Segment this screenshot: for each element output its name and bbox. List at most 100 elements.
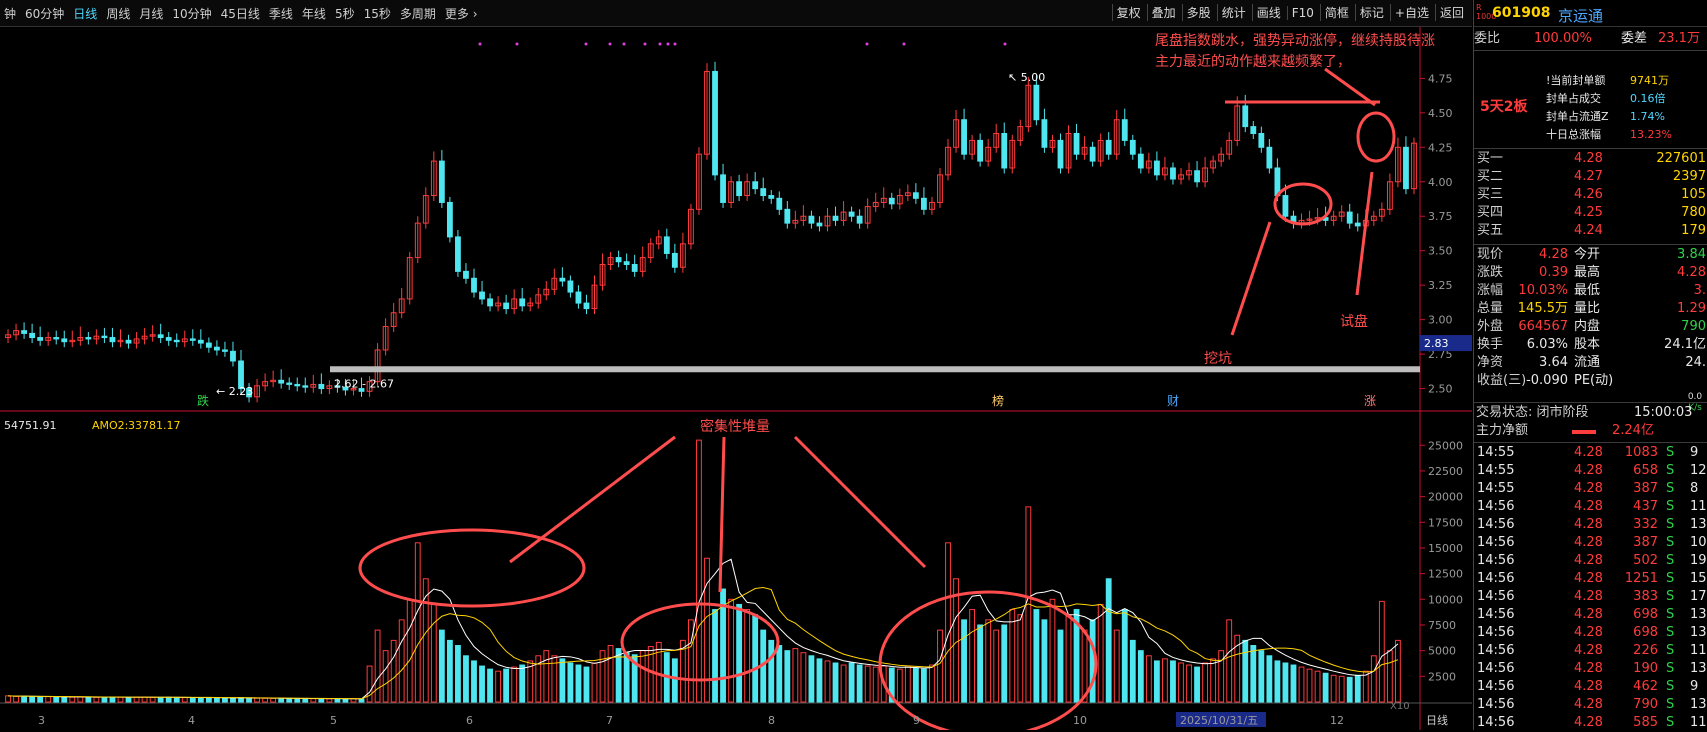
volume-bar [294, 698, 301, 703]
candle-body [1306, 218, 1313, 221]
toolbar-button[interactable]: 叠加 [1146, 4, 1180, 21]
tick-volume: 502 [1633, 553, 1658, 568]
period-tab[interactable]: 10分钟 [172, 7, 212, 21]
tick-side: S [1666, 679, 1675, 694]
candle-body [679, 243, 686, 268]
quote-value: 0.39 [1539, 265, 1568, 280]
period-tab[interactable]: 5秒 [334, 7, 355, 21]
volume-ma5 [8, 558, 1399, 700]
candle-body [1162, 167, 1168, 176]
candle-body [85, 337, 92, 340]
tick-volume: 387 [1633, 481, 1658, 496]
candle-body [1354, 222, 1361, 227]
stock-name[interactable]: 京运通 [1558, 7, 1604, 25]
toolbar-button[interactable]: 返回 [1434, 4, 1468, 21]
quote-row: 涨跌 0.39 最高 4.28 [1474, 264, 1707, 282]
period-tab[interactable]: 60分钟 [25, 7, 65, 21]
tick-side: S [1666, 589, 1675, 604]
volume-bar [543, 650, 550, 703]
candle-body [599, 263, 606, 286]
candle-body [133, 338, 140, 344]
toolbar-button[interactable]: 复权 [1111, 4, 1145, 21]
volume-bar [350, 698, 357, 703]
volume-mode-label: 日线 [1426, 713, 1448, 727]
volume-bar [961, 619, 967, 703]
candle-body [37, 337, 44, 341]
period-tab[interactable]: 季线 [268, 7, 293, 21]
volume-bar [213, 697, 220, 703]
candle-body [205, 342, 212, 348]
candle-body [896, 195, 903, 205]
period-tab[interactable]: 周线 [106, 7, 131, 21]
period-tab[interactable]: 多周期 [399, 7, 436, 21]
candle-body [1041, 119, 1048, 148]
period-tab[interactable]: 15秒 [363, 7, 391, 21]
tick-time: 14:56 [1477, 679, 1515, 694]
candle-body [479, 291, 485, 300]
toolbar-button[interactable]: F10 [1286, 6, 1318, 20]
volume-bar [141, 696, 148, 703]
tick-count: 9 [1690, 679, 1699, 694]
chart-toolbar: 钟 60分钟 日线 周线 月线 10分钟 45日线 季线 年线 5秒 15秒 多周期 更多 › 复权 叠加… [0, 0, 1472, 27]
bid-price[interactable]: 4.27 [1574, 169, 1603, 184]
quote-label: 流通 [1574, 355, 1601, 370]
tick-time: 14:56 [1477, 553, 1515, 568]
candle-body [173, 339, 180, 343]
volume-bar [1266, 655, 1273, 703]
period-tab[interactable]: 钟 [4, 7, 17, 21]
candle-body [776, 197, 783, 210]
toolbar-button[interactable]: 标记 [1354, 4, 1388, 21]
quote-label: 收益(三) [1477, 373, 1527, 388]
toolbar-button[interactable]: +自选 [1389, 4, 1433, 21]
volume-bar [1242, 639, 1249, 703]
period-tab[interactable]: 日线 [73, 7, 98, 21]
annotation-circle [878, 590, 1098, 730]
volume-bar [977, 624, 984, 703]
candle-body [977, 139, 984, 162]
bid-row: 买四 4.25 780 [1474, 204, 1707, 222]
period-tab[interactable]: 月线 [139, 7, 164, 21]
candle-body [278, 379, 285, 384]
tick-row: 14:55 4.28 387 S 8 [1474, 480, 1707, 498]
volume-bar [920, 668, 927, 703]
candle-body [824, 215, 831, 227]
candle-body [1258, 133, 1265, 148]
volume-bar [1001, 624, 1008, 703]
current-price-label: 2.83 [1424, 337, 1449, 350]
toolbar-button[interactable]: 多股 [1181, 4, 1215, 21]
volume-bar [832, 662, 839, 703]
toolbar-button[interactable]: 简框 [1319, 4, 1353, 21]
kline-chart[interactable]: 4.75 4.50 4.25 4.00 3.75 3.50 3.25 3.00 2.75 2.50… [0, 27, 1472, 730]
candle-body [438, 160, 445, 203]
low-label: ← 2.23 [216, 385, 253, 398]
tick-time: 14:56 [1477, 499, 1515, 514]
quote-value: 24.1亿 [1664, 337, 1706, 352]
bid-price[interactable]: 4.26 [1574, 187, 1603, 202]
bid-price[interactable]: 4.24 [1574, 223, 1603, 238]
candle-body [326, 385, 333, 390]
stock-code[interactable]: 601908 [1492, 5, 1551, 21]
volume-bar [511, 666, 518, 703]
candle-body [1346, 211, 1353, 224]
candle-body [1073, 133, 1080, 155]
toolbar-button[interactable]: 画线 [1251, 4, 1285, 21]
tick-count: 11 [1690, 499, 1707, 514]
volume-bar [937, 629, 943, 703]
period-tab[interactable]: 45日线 [220, 7, 260, 21]
toolbar-button[interactable]: 统计 [1216, 4, 1250, 21]
candle-body [961, 119, 967, 155]
divider [1474, 50, 1707, 51]
volume-bar [1089, 619, 1096, 703]
candle-body [639, 257, 646, 272]
candle-body [1081, 146, 1088, 155]
tick-price: 4.28 [1574, 589, 1603, 604]
bid-price[interactable]: 4.25 [1574, 205, 1603, 220]
candle-body [463, 270, 469, 279]
bid-price[interactable]: 4.28 [1574, 151, 1603, 166]
quote-value: 6.03% [1526, 337, 1568, 352]
period-tab[interactable]: 年线 [301, 7, 326, 21]
tick-count: 13 [1690, 517, 1707, 532]
period-tab[interactable]: 更多 › [444, 7, 478, 21]
candle-body [856, 215, 863, 224]
event-marker: 财 [1167, 394, 1179, 408]
